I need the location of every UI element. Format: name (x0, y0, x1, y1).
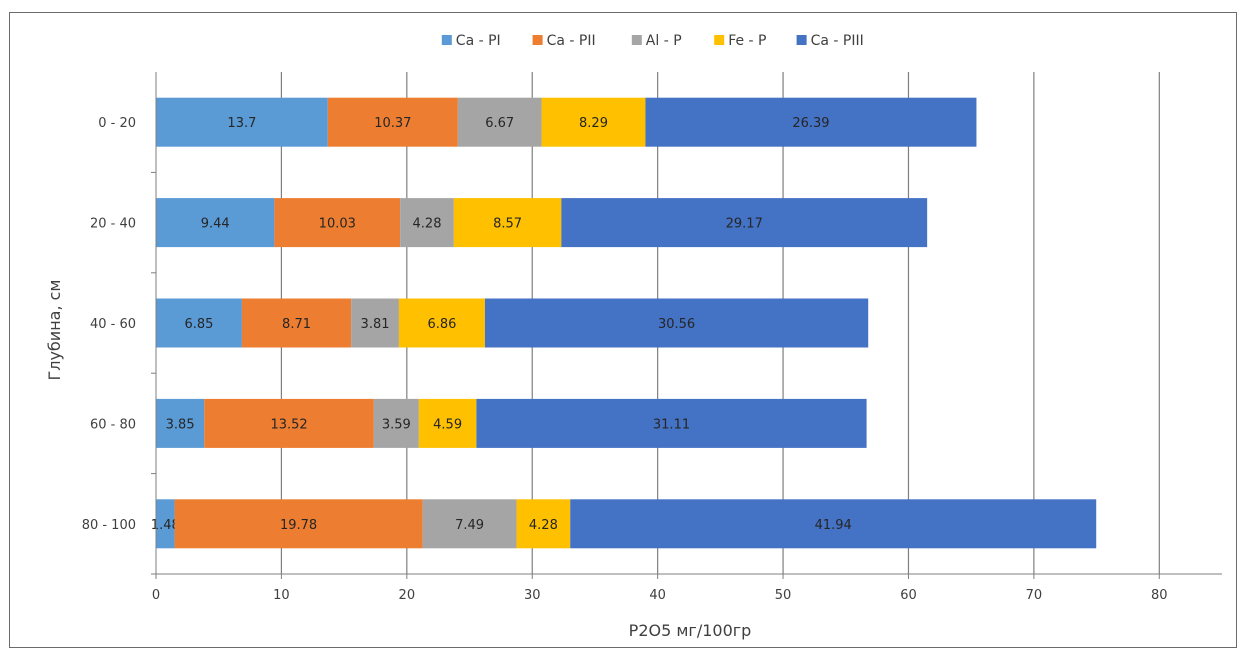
data-label-1-2: 8.71 (282, 317, 311, 332)
bar-segment-3-2 (398, 298, 485, 348)
bar-segment-4-1 (561, 198, 928, 248)
bar-segment-0-2 (156, 298, 242, 348)
bar-segment-1-1 (274, 198, 401, 248)
x-tick-label-50: 50 (775, 588, 792, 603)
data-label-0-0: 13.7 (227, 116, 256, 131)
data-label-0-2: 6.85 (184, 317, 213, 332)
data-label-1-0: 10.37 (374, 116, 411, 131)
data-label-2-3: 3.59 (382, 417, 411, 432)
data-label-2-2: 3.81 (361, 317, 390, 332)
legend-swatch-4 (796, 35, 807, 45)
legend-label-2: Al - P (646, 33, 682, 49)
bar-segment-0-3 (156, 398, 205, 448)
legend-label-3: Fe - P (728, 33, 766, 49)
data-label-4-0: 26.39 (792, 116, 829, 131)
data-label-0-3: 3.85 (166, 417, 195, 432)
data-label-3-3: 4.59 (433, 417, 462, 432)
bar-segment-1-2 (241, 298, 352, 348)
bar-segment-3-0 (541, 97, 646, 147)
legend-swatch-2 (631, 35, 642, 45)
data-label-3-2: 6.86 (427, 317, 456, 332)
data-label-4-1: 29.17 (726, 217, 763, 232)
x-tick-label-0: 0 (152, 588, 160, 603)
bar-segment-3-4 (516, 499, 571, 549)
x-tick-label-20: 20 (399, 588, 416, 603)
bar-segment-2-4 (422, 499, 517, 549)
bar-segment-1-4 (174, 499, 423, 549)
legend-swatch-0 (441, 35, 452, 45)
axes: 0 10 20 30 40 50 60 70 80 0 - 20 20 - 40 40 - 60 60 … (82, 72, 1222, 603)
bar-segment-0-1 (156, 198, 275, 248)
bar-segment-2-2 (351, 298, 399, 348)
bar-segment-2-0 (457, 97, 542, 147)
data-label-1-1: 10.03 (319, 217, 356, 232)
y-axis-title: Глубина, см (45, 279, 64, 380)
bar-segment-2-3 (373, 398, 419, 448)
bar-segment-2-1 (400, 198, 454, 248)
legend-swatch-1 (532, 35, 543, 45)
data-label-1-3: 13.52 (270, 417, 307, 432)
x-tick-label-80: 80 (1151, 588, 1168, 603)
bar-segment-3-3 (418, 398, 477, 448)
x-tick-label-30: 30 (524, 588, 541, 603)
bar-segment-1-0 (327, 97, 458, 147)
data-label-0-1: 9.44 (201, 217, 230, 232)
data-label-3-4: 4.28 (529, 518, 558, 533)
bar-segment-4-0 (645, 97, 977, 147)
data-label-4-2: 30.56 (658, 317, 695, 332)
data-label-0-4: 1.48 (151, 518, 180, 533)
bars: 13.7 10.37 6.67 8.29 26.39 9.44 10.03 4.28 8.57 2… (151, 97, 1097, 549)
data-label-3-1: 8.57 (493, 217, 522, 232)
legend-label-0: Ca - PI (456, 33, 501, 49)
data-label-2-0: 6.67 (485, 116, 514, 131)
bar-segment-3-1 (453, 198, 562, 248)
category-label-3: 60 - 80 (90, 417, 136, 432)
legend: Ca - PI Ca - PII Al - P Fe - P Ca - PIII (441, 33, 864, 49)
x-tick-label-70: 70 (1026, 588, 1043, 603)
bar-segment-4-3 (476, 398, 867, 448)
category-label-0: 0 - 20 (98, 116, 136, 131)
legend-swatch-3 (714, 35, 725, 45)
x-axis-title: P2O5 мг/100гр (629, 621, 752, 640)
data-label-4-3: 31.11 (653, 417, 690, 432)
data-label-2-4: 7.49 (455, 518, 484, 533)
category-label-4: 80 - 100 (82, 518, 136, 533)
data-label-3-0: 8.29 (579, 116, 608, 131)
bar-segment-4-4 (570, 499, 1097, 549)
data-label-2-1: 4.28 (413, 217, 442, 232)
x-tick-label-40: 40 (649, 588, 666, 603)
x-tick-label-60: 60 (900, 588, 917, 603)
category-label-1: 20 - 40 (90, 217, 136, 232)
legend-label-4: Ca - PIII (811, 33, 864, 49)
x-tick-label-10: 10 (273, 588, 290, 603)
data-label-1-4: 19.78 (280, 518, 317, 533)
legend-label-1: Ca - PII (547, 33, 596, 49)
data-label-4-4: 41.94 (815, 518, 852, 533)
bar-segment-1-3 (204, 398, 374, 448)
category-label-2: 40 - 60 (90, 317, 136, 332)
bar-segment-4-2 (484, 298, 869, 348)
bar-segment-0-0 (156, 97, 328, 147)
bar-segment-0-4 (156, 499, 175, 549)
